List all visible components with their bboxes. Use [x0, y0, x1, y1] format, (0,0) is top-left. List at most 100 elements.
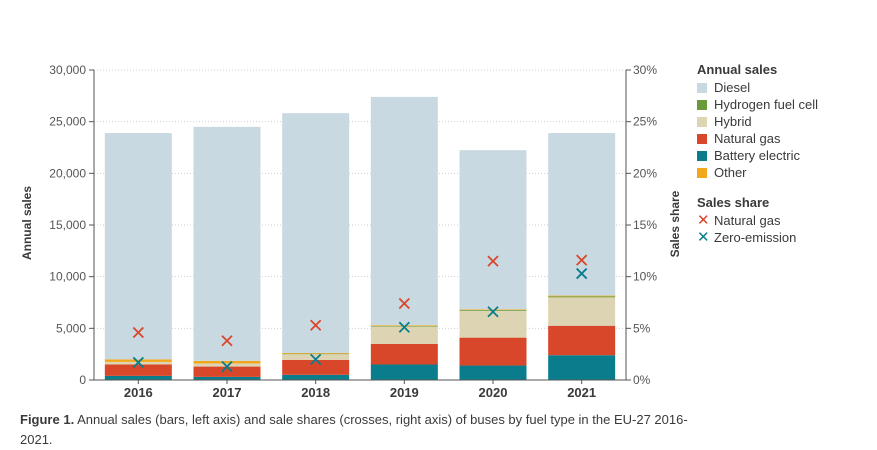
- cross-stroke: [576, 254, 588, 266]
- cross-natural-gas-2020: [487, 255, 499, 267]
- bar-diesel-2018: [282, 113, 350, 353]
- legend-item-battery-electric: Battery electric: [697, 147, 818, 164]
- bar-other-2020: [459, 309, 527, 310]
- bar-natural-gas-2016: [104, 364, 172, 376]
- y-tick-label: 30,000: [49, 63, 86, 77]
- share-crosses: [132, 254, 588, 373]
- legend-swatch: [697, 82, 707, 93]
- legend-swatch: [697, 150, 707, 161]
- bar-natural-gas-2020: [459, 337, 527, 366]
- bar-battery-electric-2020: [459, 365, 527, 380]
- bar-hybrid-2017: [193, 363, 261, 367]
- cross-zero-emission-2021: [576, 267, 588, 280]
- legend-item-natural-gas: Natural gas: [697, 130, 818, 147]
- bar-battery-electric-2017: [193, 376, 261, 380]
- cross-zero-emission-2019: [398, 321, 410, 333]
- cross-zero-emission-2020: [487, 306, 499, 318]
- y-tick-label: 25,000: [49, 115, 86, 129]
- cross-natural-gas-2019: [398, 297, 410, 310]
- legend-bar-items: Diesel Hydrogen fuel cell Hybrid Natural ga…: [697, 79, 818, 181]
- caption-label: Figure 1.: [20, 412, 75, 427]
- bar-diesel-2021: [548, 133, 616, 296]
- gridlines: [94, 69, 626, 329]
- legend-label: Hybrid: [714, 114, 752, 129]
- y2-tick-label: 15%: [633, 218, 657, 232]
- y2-tick-label: 25%: [633, 115, 657, 129]
- bar-hydrogen-fuel-cell-2020: [459, 309, 527, 311]
- cross-natural-gas-2021: [576, 254, 588, 266]
- cross-marker-icon: ✕: [697, 212, 710, 229]
- bar-hybrid-2018: [282, 354, 350, 360]
- cross-stroke: [310, 319, 322, 331]
- legend-title-annual-sales: Annual sales: [697, 62, 778, 77]
- legend-cross-items: ✕ Natural gas ✕ Zero-emission: [697, 212, 818, 246]
- y2-tick-label: 5%: [633, 321, 651, 335]
- legend-swatch: [697, 167, 707, 178]
- bar-battery-electric-2018: [282, 374, 350, 380]
- x-tick-label: 2017: [213, 385, 242, 400]
- bar-natural-gas-2017: [193, 366, 261, 377]
- bar-diesel-2017: [193, 126, 261, 361]
- cross-stroke: [221, 360, 233, 373]
- legend-item-share-natural-gas: ✕ Natural gas: [697, 212, 818, 229]
- legend-label: Other: [714, 165, 747, 180]
- cross-zero-emission-2018: [310, 353, 322, 365]
- caption-text: Annual sales (bars, left axis) and sale …: [20, 412, 688, 447]
- axes: 0 5,000 10,000 15,000 20,000 25,000 30,000 0% 5%…: [49, 63, 657, 400]
- bar-battery-electric-2016: [104, 375, 172, 380]
- legend-swatch: [697, 99, 707, 110]
- y2-axis-title: Sales share: [668, 190, 682, 257]
- bar-diesel-2020: [459, 150, 527, 310]
- cross-natural-gas-2018: [310, 319, 322, 331]
- cross-natural-gas-2016: [132, 326, 144, 339]
- legend-item-diesel: Diesel: [697, 79, 818, 96]
- bar-other-2018: [282, 352, 350, 354]
- legend-item-hybrid: Hybrid: [697, 113, 818, 130]
- x-tick-label: 2016: [124, 385, 153, 400]
- bar-battery-electric-2021: [548, 355, 616, 380]
- y-axis-title: Annual sales: [20, 186, 34, 260]
- cross-marker-icon: ✕: [697, 229, 710, 246]
- legend-swatch: [697, 133, 707, 144]
- x-tick-label: 2020: [479, 385, 508, 400]
- cross-stroke: [132, 356, 144, 369]
- bar-hybrid-2019: [370, 326, 438, 344]
- y-tick-label: 15,000: [49, 218, 86, 232]
- bar-hybrid-2021: [548, 297, 616, 326]
- bar-natural-gas-2018: [282, 359, 350, 375]
- legend-label: Natural gas: [714, 131, 781, 146]
- bar-diesel-2016: [104, 133, 172, 360]
- cross-stroke: [487, 255, 499, 267]
- bus-sales-chart: 0 5,000 10,000 15,000 20,000 25,000 30,000 0% 5%…: [20, 63, 682, 400]
- y2-tick-label: 30%: [633, 63, 657, 77]
- legend-title-sales-share: Sales share: [697, 195, 770, 210]
- bar-other-2019: [370, 325, 438, 326]
- figure-caption: Figure 1. Annual sales (bars, left axis)…: [20, 410, 700, 450]
- bar-hydrogen-fuel-cell-2018: [282, 353, 350, 355]
- cross-zero-emission-2017: [221, 360, 233, 373]
- cross-stroke: [576, 267, 588, 280]
- bar-hybrid-2020: [459, 310, 527, 338]
- y-tick-label: 10,000: [49, 270, 86, 284]
- cross-zero-emission-2016: [132, 356, 144, 369]
- legend: Annual sales Diesel Hydrogen fuel cell Hyb…: [697, 61, 818, 246]
- cross-stroke: [398, 321, 410, 333]
- y2-tick-label: 20%: [633, 166, 657, 180]
- legend-label: Zero-emission: [714, 230, 797, 245]
- y-tick-label: 20,000: [49, 166, 86, 180]
- bar-hydrogen-fuel-cell-2021: [548, 296, 616, 298]
- bar-diesel-2019: [370, 96, 438, 326]
- x-tick-label: 2018: [301, 385, 330, 400]
- legend-label: Hydrogen fuel cell: [714, 97, 819, 112]
- cross-stroke: [487, 306, 499, 318]
- legend-label: Battery electric: [714, 148, 800, 163]
- bar-other-2021: [548, 295, 616, 297]
- cross-stroke: [310, 353, 322, 365]
- x-tick-label: 2021: [567, 385, 596, 400]
- legend-item-hydrogen-fuel-cell: Hydrogen fuel cell: [697, 96, 818, 113]
- bar-natural-gas-2019: [370, 343, 438, 365]
- cross-stroke: [132, 326, 144, 339]
- legend-swatch: [697, 116, 707, 127]
- x-tick-label: 2019: [390, 385, 419, 400]
- legend-item-share-zero-emission: ✕ Zero-emission: [697, 229, 818, 246]
